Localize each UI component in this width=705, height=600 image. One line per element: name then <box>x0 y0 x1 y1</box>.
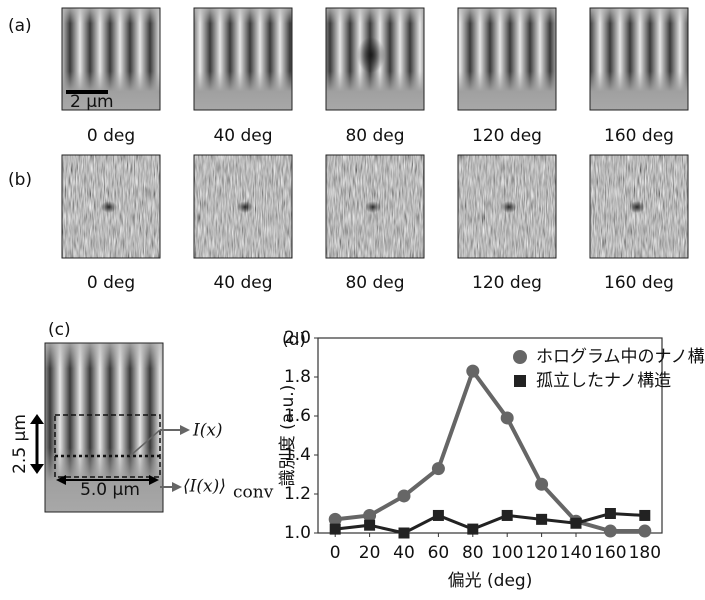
scale-bar <box>66 90 108 94</box>
x-tick-label: 80 <box>462 543 484 563</box>
nanostructure <box>237 201 253 213</box>
legend-label: 孤立したナノ構造 <box>536 371 671 391</box>
nanostructure <box>101 201 117 213</box>
image-fade <box>458 8 556 110</box>
point <box>431 462 445 476</box>
nanostructure <box>629 201 645 213</box>
x-tick-label: 160 <box>594 543 626 563</box>
point <box>363 508 377 522</box>
x-tick-label: 100 <box>491 543 523 563</box>
point <box>638 524 652 538</box>
x-tick-label: 60 <box>428 543 450 563</box>
image-frame <box>457 7 557 111</box>
line-label: I(x) <box>192 421 223 441</box>
caption: 120 deg <box>472 273 542 293</box>
x-axis-title: 偏光 (deg) <box>448 571 533 591</box>
y-tick-label: 1.0 <box>284 523 311 543</box>
caption: 160 deg <box>604 273 674 293</box>
image-frame <box>325 7 425 111</box>
image-frame <box>589 154 689 259</box>
caption: 40 deg <box>213 126 272 146</box>
nanostructure <box>501 201 517 213</box>
conv-label: ⟨I(x)⟩ <box>183 477 226 497</box>
image-frame <box>589 7 689 111</box>
point <box>501 509 513 521</box>
point <box>536 513 548 525</box>
point <box>604 508 616 519</box>
point <box>364 519 376 531</box>
x-tick-label: 180 <box>629 543 661 563</box>
point <box>535 477 549 491</box>
scale-bar-label: 2 μm <box>70 92 114 112</box>
caption: 120 deg <box>472 126 542 146</box>
point <box>398 527 410 539</box>
panel-label: (b) <box>8 170 32 190</box>
point <box>397 489 411 503</box>
point <box>466 364 480 378</box>
y-tick-label: 1.8 <box>284 367 311 387</box>
caption: 80 deg <box>345 273 404 293</box>
x-tick-label: 140 <box>560 543 592 563</box>
panel-label: (d) <box>282 330 306 350</box>
series-line <box>335 511 645 535</box>
caption: 160 deg <box>604 126 674 146</box>
width-label: 5.0 μm <box>80 480 140 500</box>
image-frame <box>61 7 161 111</box>
series-line <box>334 366 645 534</box>
x-tick-label: 20 <box>359 543 381 563</box>
legend-label: ホログラム中のナノ構造 <box>536 347 705 367</box>
image-frame <box>325 154 425 259</box>
x-tick-label: 120 <box>525 543 557 563</box>
conv-subscript: conv <box>233 483 274 503</box>
pointer <box>129 429 161 457</box>
point <box>500 411 514 425</box>
defect <box>357 37 385 73</box>
image-fade <box>194 8 292 110</box>
point <box>570 517 582 529</box>
image-frame <box>44 342 164 513</box>
point <box>603 524 617 538</box>
roi-box <box>54 414 161 478</box>
caption: 80 deg <box>345 126 404 146</box>
y-tick-label: 2.0 <box>284 328 311 348</box>
caption: 0 deg <box>87 273 135 293</box>
caption: 40 deg <box>213 273 272 293</box>
y-tick-label: 1.4 <box>284 445 311 465</box>
point <box>329 523 341 535</box>
y-axis-title: 識別度 (a.u.) <box>278 385 298 487</box>
image-frame <box>61 154 161 259</box>
panel-label: (c) <box>48 320 71 340</box>
image-frame <box>193 7 293 111</box>
arrow-head <box>172 482 182 492</box>
x-tick-label: 0 <box>330 543 341 563</box>
image-frame <box>457 154 557 259</box>
caption: 0 deg <box>87 126 135 146</box>
point <box>328 512 342 526</box>
panel-label: (a) <box>8 16 32 36</box>
arrow-head <box>180 425 190 435</box>
y-tick-label: 1.6 <box>284 406 311 426</box>
point <box>639 509 651 521</box>
height-label: 2.5 μm <box>10 414 30 474</box>
image-frame <box>193 154 293 259</box>
nanostructure <box>365 201 381 213</box>
image-fade <box>590 8 688 110</box>
x-tick-label: 40 <box>393 543 415 563</box>
legend-marker <box>513 350 527 364</box>
plot-frame <box>317 337 663 534</box>
y-tick-label: 1.2 <box>284 484 311 504</box>
legend-marker <box>514 375 526 387</box>
point <box>467 523 479 535</box>
point <box>432 509 444 521</box>
